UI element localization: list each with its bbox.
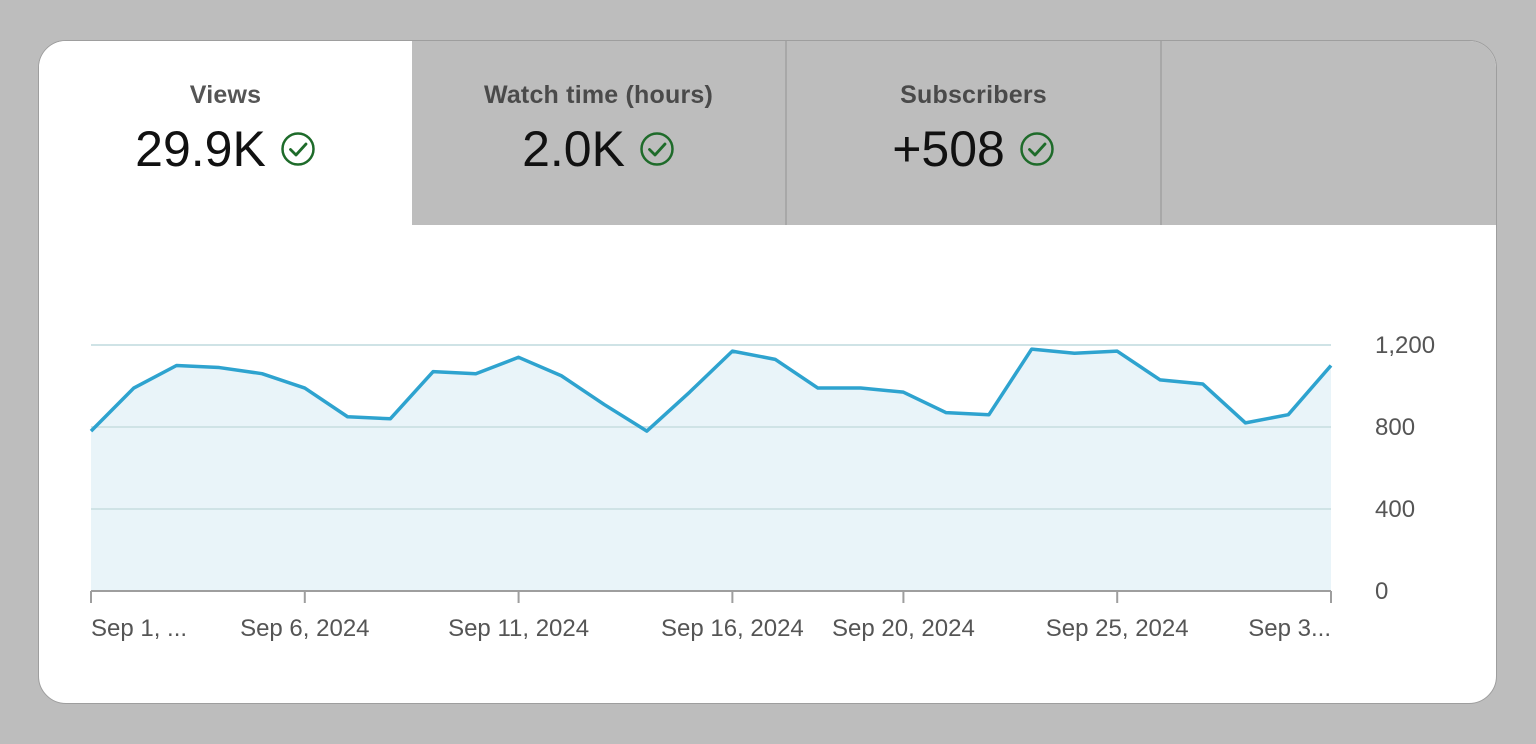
tab-watch-time[interactable]: Watch time (hours) 2.0K — [412, 41, 787, 225]
tab-label: Views — [189, 81, 262, 109]
check-circle-icon — [281, 132, 315, 166]
tab-views[interactable]: Views 29.9K — [39, 41, 412, 225]
views-area-chart: 0 400 800 1,200 Sep 1, ... Sep 6, 2024 Sep 11,… — [89, 332, 1435, 642]
x-tick-label: Sep 1, ... — [91, 615, 187, 642]
analytics-card: Views 29.9K Watch time (hours) 2.0K Subs… — [38, 40, 1497, 704]
y-tick-label: 400 — [1375, 496, 1415, 523]
y-tick-label: 0 — [1375, 578, 1388, 605]
x-tick-label: Sep 25, 2024 — [1046, 615, 1189, 642]
x-tick-label: Sep 16, 2024 — [661, 615, 804, 642]
x-tick-label: Sep 20, 2024 — [832, 615, 975, 642]
tab-value: +508 — [892, 121, 1005, 177]
y-tick-label: 800 — [1375, 414, 1415, 441]
series-line — [89, 347, 1333, 433]
tab-subscribers[interactable]: Subscribers +508 — [787, 41, 1162, 225]
tab-label: Subscribers — [900, 81, 1047, 109]
tab-label: Watch time (hours) — [483, 81, 714, 109]
tab-value: 2.0K — [522, 121, 625, 177]
tab-value: 29.9K — [135, 121, 266, 177]
x-tick-label: Sep 3... — [1248, 615, 1331, 642]
tab-empty[interactable] — [1162, 41, 1496, 225]
area-fill — [91, 349, 1331, 591]
y-tick-label: 1,200 — [1375, 332, 1435, 359]
x-tick-label: Sep 11, 2024 — [448, 615, 589, 642]
metric-tabs: Views 29.9K Watch time (hours) 2.0K Subs… — [39, 41, 1496, 225]
check-circle-icon — [1020, 132, 1054, 166]
check-circle-icon — [640, 132, 674, 166]
x-tick-label: Sep 6, 2024 — [240, 615, 369, 642]
